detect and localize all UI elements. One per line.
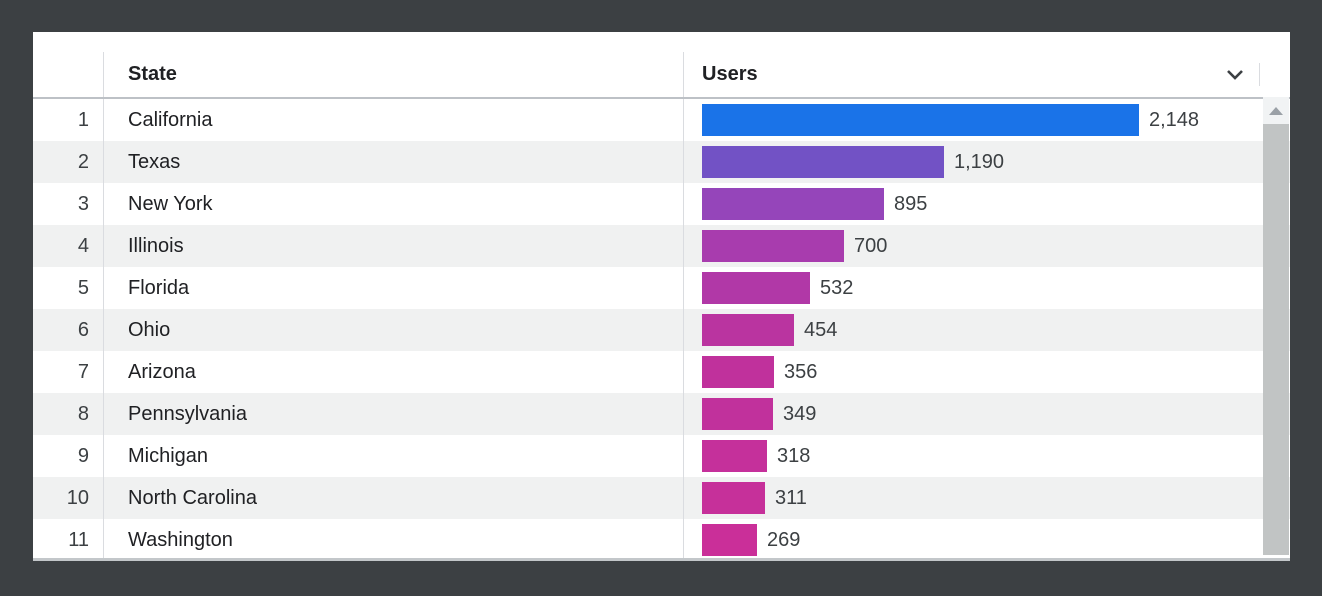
scroll-up-button[interactable] <box>1263 97 1289 124</box>
users-bar <box>702 146 944 178</box>
row-users-cell: 700 <box>683 225 1290 267</box>
row-users-cell: 356 <box>683 351 1290 393</box>
table-row[interactable]: 6 Ohio 454 <box>33 309 1290 351</box>
row-rank: 2 <box>77 150 89 173</box>
users-value: 895 <box>894 192 928 215</box>
row-users-cell: 349 <box>683 393 1290 435</box>
row-rank: 11 <box>68 528 89 551</box>
row-users-cell: 2,148 <box>683 99 1290 141</box>
chevron-down-icon[interactable] <box>1226 68 1244 82</box>
row-rank: 10 <box>66 486 89 509</box>
table-row[interactable]: 1 California 2,148 <box>33 99 1290 141</box>
users-bar <box>702 272 810 304</box>
row-users-cell: 1,190 <box>683 141 1290 183</box>
users-bar <box>702 188 884 220</box>
table-row[interactable]: 7 Arizona 356 <box>33 351 1290 393</box>
row-rank: 3 <box>77 192 89 215</box>
row-rank: 8 <box>77 402 89 425</box>
users-bar <box>702 230 844 262</box>
users-value: 532 <box>820 276 854 299</box>
row-rank: 1 <box>77 108 89 131</box>
users-bar <box>702 398 773 430</box>
row-state: Pennsylvania <box>103 393 683 435</box>
row-rank: 7 <box>77 360 89 383</box>
users-bar <box>702 356 774 388</box>
vertical-scrollbar[interactable] <box>1263 97 1289 555</box>
row-users-cell: 454 <box>683 309 1290 351</box>
header-divider <box>1259 63 1260 86</box>
table-row[interactable]: 5 Florida 532 <box>33 267 1290 309</box>
users-bar <box>702 104 1139 136</box>
column-header-users[interactable]: Users <box>683 52 1290 97</box>
card-top-padding <box>33 32 1290 52</box>
users-bar <box>702 314 794 346</box>
users-value: 1,190 <box>954 150 1005 173</box>
row-rank: 4 <box>77 234 89 257</box>
users-value: 2,148 <box>1149 108 1200 131</box>
row-rank: 6 <box>77 318 89 341</box>
row-state: New York <box>103 183 683 225</box>
row-rank: 5 <box>77 276 89 299</box>
users-bar <box>702 482 765 514</box>
column-header-state[interactable]: State <box>103 52 683 97</box>
users-bar <box>702 524 757 556</box>
row-users-cell: 895 <box>683 183 1290 225</box>
row-state: Arizona <box>103 351 683 393</box>
row-users-cell: 532 <box>683 267 1290 309</box>
users-value: 269 <box>767 528 801 551</box>
row-state: Michigan <box>103 435 683 477</box>
users-value: 349 <box>783 402 817 425</box>
scrollbar-thumb[interactable] <box>1263 124 1289 555</box>
row-state: California <box>103 99 683 141</box>
table-body: 1 California 2,148 2 Texas 1,190 3 New Y… <box>33 99 1290 558</box>
users-bar <box>702 440 767 472</box>
row-state: Illinois <box>103 225 683 267</box>
row-state: Texas <box>103 141 683 183</box>
table-row[interactable]: 2 Texas 1,190 <box>33 141 1290 183</box>
row-state: Florida <box>103 267 683 309</box>
users-value: 700 <box>854 234 888 257</box>
row-state: Ohio <box>103 309 683 351</box>
users-value: 311 <box>775 486 807 509</box>
column-header-rank <box>33 52 103 97</box>
row-state: Washington <box>103 519 683 558</box>
table-row[interactable]: 4 Illinois 700 <box>33 225 1290 267</box>
triangle-up-icon <box>1269 106 1283 115</box>
users-value: 318 <box>777 444 811 467</box>
row-state: North Carolina <box>103 477 683 519</box>
table-row[interactable]: 10 North Carolina 311 <box>33 477 1290 519</box>
table-row[interactable]: 3 New York 895 <box>33 183 1290 225</box>
users-value: 356 <box>784 360 818 383</box>
row-rank: 9 <box>77 444 89 467</box>
table-header: State Users <box>33 52 1290 99</box>
row-users-cell: 318 <box>683 435 1290 477</box>
data-table-card: State Users 1 California 2,148 2 Texas 1… <box>33 32 1290 561</box>
row-users-cell: 311 <box>683 477 1290 519</box>
users-value: 454 <box>804 318 838 341</box>
table-row[interactable]: 11 Washington 269 <box>33 519 1290 558</box>
table-row[interactable]: 9 Michigan 318 <box>33 435 1290 477</box>
table-row[interactable]: 8 Pennsylvania 349 <box>33 393 1290 435</box>
row-users-cell: 269 <box>683 519 1290 558</box>
